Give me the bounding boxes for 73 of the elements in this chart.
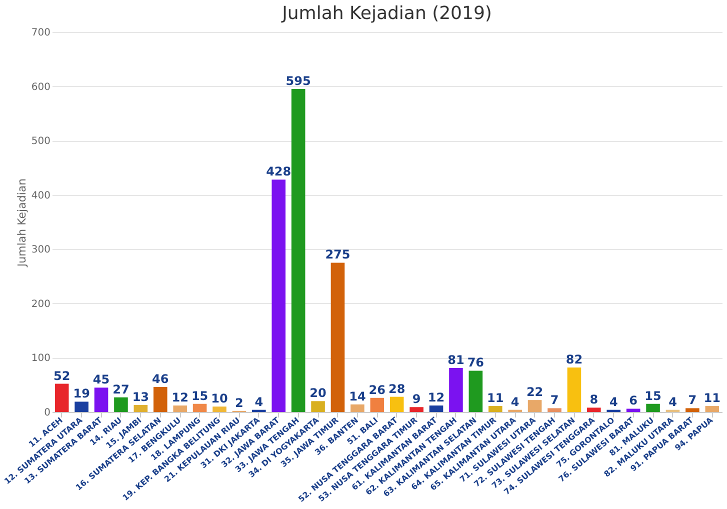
bar	[705, 406, 720, 412]
data-label: 19	[73, 386, 90, 401]
data-label: 11	[704, 391, 720, 406]
bar	[429, 405, 444, 412]
data-label: 275	[325, 248, 350, 262]
y-tick-label: 400	[31, 190, 50, 202]
y-tick-label: 600	[31, 82, 50, 93]
data-label: 4	[609, 394, 618, 409]
data-label: 26	[368, 382, 386, 397]
y-tick-label: 100	[31, 353, 50, 364]
data-label: 15	[191, 388, 208, 403]
bar	[114, 397, 128, 412]
data-label: 12	[172, 390, 188, 404]
data-label: 11	[487, 391, 504, 406]
data-label: 46	[152, 372, 169, 386]
data-label: 81	[448, 353, 464, 368]
bar	[410, 407, 424, 412]
data-label: 6	[629, 394, 638, 408]
data-label: 4	[668, 394, 677, 409]
data-label: 82	[566, 352, 583, 366]
bar	[488, 406, 502, 412]
bar	[390, 396, 404, 412]
y-axis-title: Jumlah Kejadian	[15, 178, 28, 268]
bar	[134, 404, 148, 412]
data-label: 27	[112, 382, 130, 396]
bar	[330, 262, 345, 412]
bar	[192, 404, 207, 412]
bar	[370, 398, 384, 412]
bar	[528, 400, 542, 412]
bar	[468, 370, 483, 412]
bar	[626, 408, 640, 412]
data-label: 22	[526, 385, 544, 400]
bar	[94, 388, 108, 412]
bar	[272, 180, 286, 412]
data-label: 7	[688, 393, 697, 408]
y-tick-label: 300	[31, 244, 50, 256]
data-label: 4	[510, 394, 520, 409]
bar	[173, 405, 187, 412]
bar	[311, 401, 325, 412]
y-tick-label: 0	[44, 408, 50, 418]
data-label: 15	[644, 388, 662, 403]
data-label: 13	[132, 390, 150, 404]
data-label: 14	[349, 389, 366, 404]
data-label: 7	[550, 393, 559, 408]
chart-title: Jumlah Kejadian (2019)	[281, 3, 492, 24]
data-label: 76	[467, 356, 484, 370]
data-label: 9	[412, 392, 421, 406]
y-tick-label: 200	[31, 298, 50, 310]
y-tick-label: 700	[31, 28, 50, 38]
bar	[54, 384, 69, 412]
data-label: 8	[590, 392, 598, 407]
bar	[291, 89, 306, 412]
bar	[449, 368, 463, 412]
bar	[686, 408, 700, 412]
bar	[350, 404, 364, 412]
y-tick-label: 500	[31, 136, 50, 148]
data-label: 12	[428, 390, 445, 404]
data-label: 428	[266, 164, 292, 179]
data-label: 2	[235, 396, 244, 410]
bar	[567, 367, 582, 412]
data-label: 10	[211, 392, 228, 406]
bar	[646, 404, 660, 412]
data-label: 28	[388, 382, 406, 396]
data-label: 20	[310, 386, 326, 400]
bar	[587, 408, 601, 412]
data-label: 52	[54, 368, 70, 383]
bar	[74, 402, 88, 412]
bar	[212, 406, 226, 412]
bar	[153, 387, 168, 412]
bar	[548, 408, 562, 412]
data-label: 4	[254, 394, 264, 409]
data-label: 45	[92, 372, 110, 387]
data-label: 595	[286, 74, 311, 88]
